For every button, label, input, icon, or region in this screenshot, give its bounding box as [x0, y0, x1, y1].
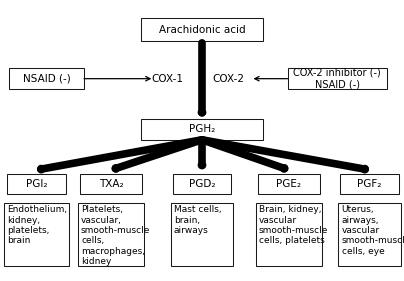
Bar — [257, 174, 320, 194]
Bar — [78, 203, 145, 266]
Text: Endothelium,
kidney,
platelets,
brain: Endothelium, kidney, platelets, brain — [7, 205, 67, 246]
Text: COX-2 inhibitor (-)
NSAID (-): COX-2 inhibitor (-) NSAID (-) — [293, 67, 381, 90]
Text: Mast cells,
brain,
airways: Mast cells, brain, airways — [174, 205, 221, 235]
Bar — [141, 119, 263, 140]
Bar — [340, 174, 399, 194]
Text: Arachidonic acid: Arachidonic acid — [159, 24, 245, 35]
Text: Uterus,
airways,
vascular
smooth-muscle
cells, eye: Uterus, airways, vascular smooth-muscle … — [342, 205, 404, 256]
Bar — [173, 174, 231, 194]
Text: PGI₂: PGI₂ — [25, 179, 47, 189]
Bar — [288, 68, 387, 89]
Bar — [170, 203, 234, 266]
Text: COX-2: COX-2 — [212, 74, 244, 84]
Text: TXA₂: TXA₂ — [99, 179, 123, 189]
Text: PGD₂: PGD₂ — [189, 179, 215, 189]
Bar — [255, 203, 322, 266]
Bar — [7, 174, 65, 194]
Bar — [80, 174, 143, 194]
Text: PGE₂: PGE₂ — [276, 179, 301, 189]
Bar — [141, 17, 263, 41]
Text: Brain, kidney,
vascular
smooth-muscle
cells, platelets: Brain, kidney, vascular smooth-muscle ce… — [259, 205, 328, 246]
Bar — [9, 68, 84, 89]
Text: NSAID (-): NSAID (-) — [23, 74, 70, 84]
Text: PGF₂: PGF₂ — [358, 179, 382, 189]
Bar — [4, 203, 69, 266]
Bar — [339, 203, 401, 266]
Text: Platelets,
vascular,
smooth-muscle
cells,
macrophages,
kidney: Platelets, vascular, smooth-muscle cells… — [81, 205, 150, 266]
Text: PGH₂: PGH₂ — [189, 124, 215, 134]
Text: COX-1: COX-1 — [152, 74, 184, 84]
